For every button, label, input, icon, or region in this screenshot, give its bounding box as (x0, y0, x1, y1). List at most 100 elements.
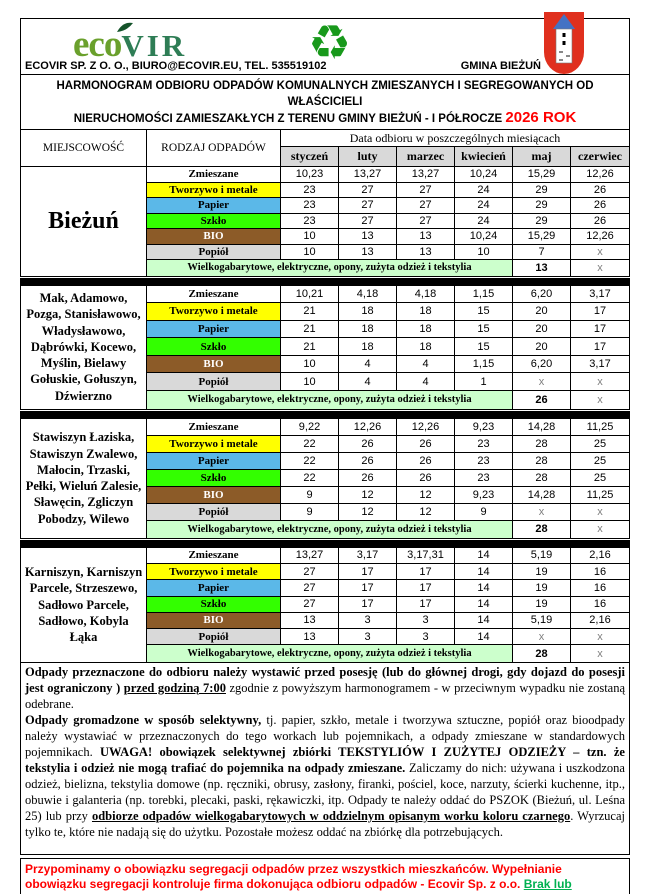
pickup-dates-cell: 3 (397, 612, 455, 630)
pickup-dates-cell: 18 (339, 338, 397, 356)
place-names: Mak, Adamowo, Pozga, Stanisławowo, Włady… (21, 285, 147, 409)
segregation-reminder: Przypominamy o obowiązku segregacji odpa… (20, 857, 630, 894)
pickup-dates-cell: 9,23 (455, 418, 513, 436)
pickup-dates-cell: 27 (281, 580, 339, 597)
waste-type-label: Szkło (147, 469, 281, 487)
notes-paragraph-2: Odpady gromadzone w sposób selektywny, t… (25, 712, 625, 840)
pickup-dates-cell: 26 (397, 435, 455, 453)
pickup-dates-cell: 13 (397, 244, 455, 260)
pickup-dates-cell: 2,16 (571, 613, 629, 630)
pickup-dates-cell: 9,22 (281, 418, 339, 436)
notes-text: odbiorze odpadów wielkogabarytowych w od… (91, 808, 571, 823)
block-separator (20, 277, 630, 285)
waste-type-label: Szkło (147, 213, 281, 229)
months-caption: Data odbioru w poszczególnych miesiącach (281, 130, 629, 147)
waste-type-label: Tworzywo i metale (147, 563, 281, 581)
waste-type-label: Papier (147, 198, 281, 214)
month-header-4: kwiecień (455, 147, 513, 166)
pickup-dates-cell: 10,24 (455, 167, 513, 183)
bulky-collection-label: Wielkogabarytowe, elektryczne, opony, zu… (147, 520, 513, 538)
pickup-dates-cell: 17 (571, 303, 629, 321)
notes-text: przed godziną 7:00 (123, 680, 226, 695)
pickup-dates-cell: 14 (455, 563, 513, 581)
title-line-1: HARMONOGRAM ODBIORU ODPADÓW KOMUNALNYCH … (56, 80, 594, 108)
pickup-dates-cell: 24 (455, 198, 513, 214)
pickup-dates-cell: 15 (455, 320, 513, 339)
schedule-block-2: Mak, Adamowo, Pozga, Stanisławowo, Włady… (20, 284, 630, 410)
pickup-dates-cell: x (571, 504, 629, 521)
pickup-dates-cell: 10 (281, 229, 339, 245)
pickup-dates-cell: x (571, 373, 629, 392)
pickup-dates-cell: 25 (571, 453, 629, 470)
document-header: ecoVIR ♻ ECOVIR SP. Z O. O., BIURO@ECOVI… (20, 12, 630, 75)
pickup-dates-cell: 24 (455, 182, 513, 198)
reminder-text: Aby tego uniknąć należy zachować zasady … (25, 893, 602, 894)
waste-type-label: Papier (147, 320, 281, 339)
pickup-dates-cell: 19 (513, 596, 571, 613)
bulky-collection-label: Wielkogabarytowe, elektryczne, opony, zu… (147, 260, 513, 276)
pickup-dates-cell: 13 (281, 612, 339, 630)
pickup-dates-cell: 12,26 (339, 418, 397, 436)
waste-type-label: Papier (147, 580, 281, 597)
pickup-dates-cell: 6,20 (513, 355, 571, 374)
pickup-dates-cell: 10 (281, 373, 339, 392)
place-names: Karniszyn, Karniszyn Parcele, Strzeszewo… (21, 547, 147, 662)
col-header-rodzaj: RODZAJ ODPADÓW (147, 130, 281, 166)
place-names: Bieżuń (21, 167, 147, 276)
document-title: HARMONOGRAM ODBIORU ODPADÓW KOMUNALNYCH … (20, 74, 630, 130)
pickup-dates-cell: x (513, 373, 571, 392)
col-header-miejscowosc: MIEJSCOWOŚĆ (21, 130, 147, 166)
bulky-may-date: 28 (513, 645, 571, 662)
pickup-dates-cell: 14 (455, 596, 513, 613)
pickup-dates-cell: 4,18 (339, 285, 397, 304)
pickup-dates-cell: 19 (513, 563, 571, 581)
pickup-dates-cell: 10 (281, 355, 339, 374)
pickup-dates-cell: 23 (455, 452, 513, 470)
pickup-dates-cell: 13 (339, 229, 397, 245)
pickup-dates-cell: 17 (339, 596, 397, 613)
pickup-dates-cell: 13 (281, 629, 339, 646)
pickup-dates-cell: 13,27 (281, 547, 339, 564)
pickup-dates-cell: 4,18 (397, 285, 455, 304)
pickup-dates-cell: 16 (571, 564, 629, 581)
pickup-dates-cell: 17 (397, 596, 455, 613)
recycling-icon: ♻ (308, 15, 352, 71)
pickup-dates-cell: 3,17 (571, 356, 629, 374)
pickup-dates-cell: 10 (281, 244, 339, 260)
document-content: ecoVIR ♻ ECOVIR SP. Z O. O., BIURO@ECOVI… (20, 12, 630, 894)
pickup-dates-cell: 26 (571, 214, 629, 229)
pickup-dates-cell: 20 (513, 320, 571, 339)
waste-type-label: Popiół (147, 503, 281, 521)
pickup-dates-cell: 23 (281, 213, 339, 229)
pickup-dates-cell: 21 (281, 338, 339, 356)
pickup-dates-cell: 25 (571, 436, 629, 453)
reminder-text: Brak lub niewłaściwa segregacja może sku… (25, 877, 577, 894)
waste-type-label: BIO (147, 229, 281, 245)
bulky-may-date: 26 (513, 391, 571, 409)
reminder-text: Przypominamy o obowiązku segregacji odpa… (25, 861, 562, 892)
pickup-dates-cell: 15 (455, 303, 513, 321)
pickup-dates-cell: 4 (339, 355, 397, 374)
pickup-dates-cell: x (513, 629, 571, 646)
pickup-dates-cell: 6,20 (513, 285, 571, 304)
pickup-schedule: MIEJSCOWOŚĆ RODZAJ ODPADÓW Data odbioru w … (20, 129, 630, 663)
notes-paragraph-1: Odpady przeznaczone do odbioru należy wy… (25, 664, 625, 712)
pickup-dates-cell: 18 (339, 303, 397, 321)
notes-text: Zaliczamy do nich: używana i uszkodzona … (25, 760, 625, 823)
reminder-paragraph-1: Przypominamy o obowiązku segregacji odpa… (25, 862, 625, 894)
pickup-dates-cell: 5,19 (513, 547, 571, 564)
pickup-dates-cell: 10 (455, 244, 513, 260)
gmina-label: GMINA BIEŻUŃ (460, 60, 541, 72)
pickup-dates-cell: 14 (455, 612, 513, 630)
waste-type-label: Papier (147, 452, 281, 470)
pickup-dates-cell: 26 (397, 452, 455, 470)
pickup-dates-cell: 14 (455, 547, 513, 564)
bulky-may-date: 13 (513, 260, 571, 276)
month-header-2: luty (339, 147, 397, 166)
pickup-dates-cell: 2,16 (571, 548, 629, 564)
pickup-dates-cell: 12,26 (571, 167, 629, 183)
pickup-dates-cell: 27 (339, 213, 397, 229)
pickup-dates-cell: 9 (281, 486, 339, 504)
pickup-dates-cell: 12,26 (397, 418, 455, 436)
